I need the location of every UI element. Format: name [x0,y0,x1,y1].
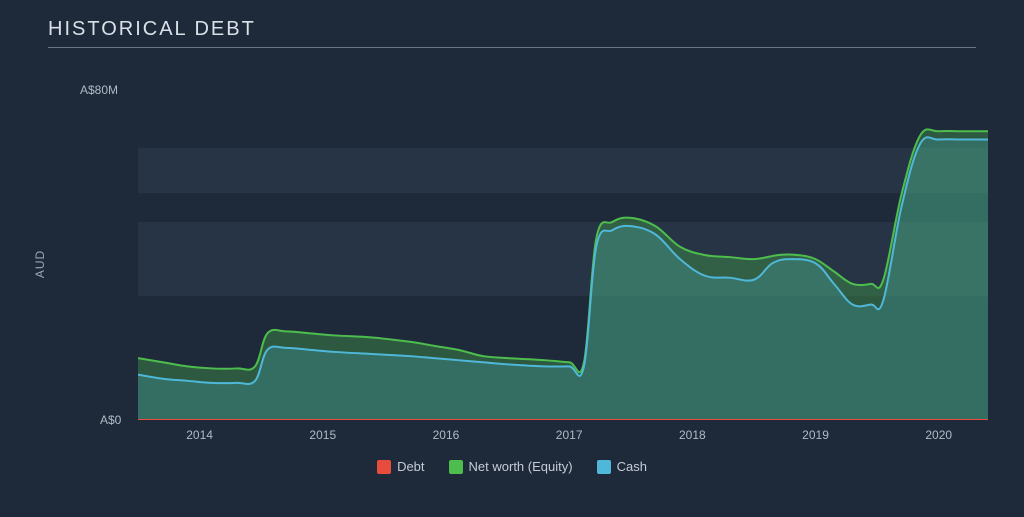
y-tick-zero: A$0 [100,413,121,427]
x-axis-ticks: 2014 2015 2016 2017 2018 2019 2020 [28,428,996,444]
x-tick: 2018 [679,428,706,442]
swatch-debt [377,460,391,474]
x-tick: 2016 [433,428,460,442]
historical-debt-chart: AUD A$80M A$0 20142015201620172018201920… [28,54,996,474]
chart-legend: Debt Net worth (Equity) Cash [28,459,996,474]
x-tick: 2014 [186,428,213,442]
legend-label-cash: Cash [617,459,647,474]
legend-label-debt: Debt [397,459,424,474]
chart-title: HISTORICAL DEBT [48,18,976,47]
x-tick: 2015 [309,428,336,442]
legend-item-equity[interactable]: Net worth (Equity) [449,459,573,474]
swatch-cash [597,460,611,474]
x-tick: 2019 [802,428,829,442]
swatch-equity [449,460,463,474]
plot-area [138,90,988,420]
title-underline [48,47,976,48]
x-tick: 2017 [556,428,583,442]
legend-item-cash[interactable]: Cash [597,459,647,474]
legend-label-equity: Net worth (Equity) [469,459,573,474]
y-axis-label: AUD [33,250,47,278]
x-tick: 2020 [925,428,952,442]
legend-item-debt[interactable]: Debt [377,459,424,474]
y-tick-max: A$80M [80,83,118,97]
